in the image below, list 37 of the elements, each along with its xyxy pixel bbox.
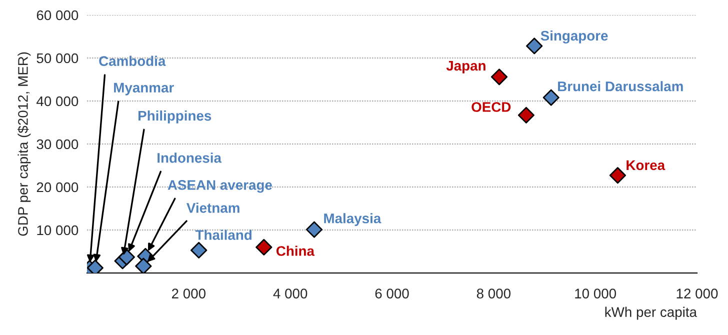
annotation: Myanmar — [114, 82, 174, 96]
y-tick-label: 50 000 — [36, 53, 78, 64]
x-tick-label: 4 000 — [273, 288, 308, 298]
annotation: Korea — [626, 160, 666, 170]
x-axis-title: kWh per capita — [605, 306, 698, 320]
x-tick-label: 6 000 — [375, 288, 409, 298]
y-tick-label: 60 000 — [36, 10, 78, 20]
x-tick-label: 8 000 — [476, 288, 511, 298]
annotation: Vietnam — [186, 202, 240, 213]
x-tick-label: 12 000 — [676, 288, 718, 298]
point — [256, 238, 272, 256]
y-tick-label: 40 000 — [36, 96, 78, 106]
point — [118, 248, 135, 266]
point — [518, 106, 534, 124]
y-axis-title: GDP per capita ($2012, MER) — [17, 52, 31, 236]
annotation: Malaysia — [324, 213, 382, 226]
y-tick-label: 10 000 — [37, 225, 78, 236]
point — [609, 167, 626, 184]
point — [135, 258, 152, 273]
y-tick-label: 20 000 — [36, 182, 78, 192]
x-tick-label: 2 000 — [172, 288, 206, 298]
annotation: OECD — [472, 102, 511, 112]
annotation: China — [276, 246, 315, 256]
point — [542, 89, 560, 106]
annotation: Singapore — [540, 30, 608, 44]
annotation: Indonesia — [158, 152, 222, 163]
annotation: Philippines — [138, 110, 212, 124]
point — [306, 221, 323, 238]
point — [490, 68, 508, 86]
y-tick-label: 30 000 — [36, 139, 78, 150]
x-tick-label: 10 000 — [575, 288, 616, 298]
annotation: Cambodia — [99, 56, 166, 66]
annotation: ASEAN average — [168, 180, 272, 193]
annotation: Brunei Darussalam — [558, 81, 683, 92]
point — [190, 242, 208, 259]
annotation: Thailand — [195, 230, 252, 240]
annotation: Japan — [446, 60, 486, 74]
